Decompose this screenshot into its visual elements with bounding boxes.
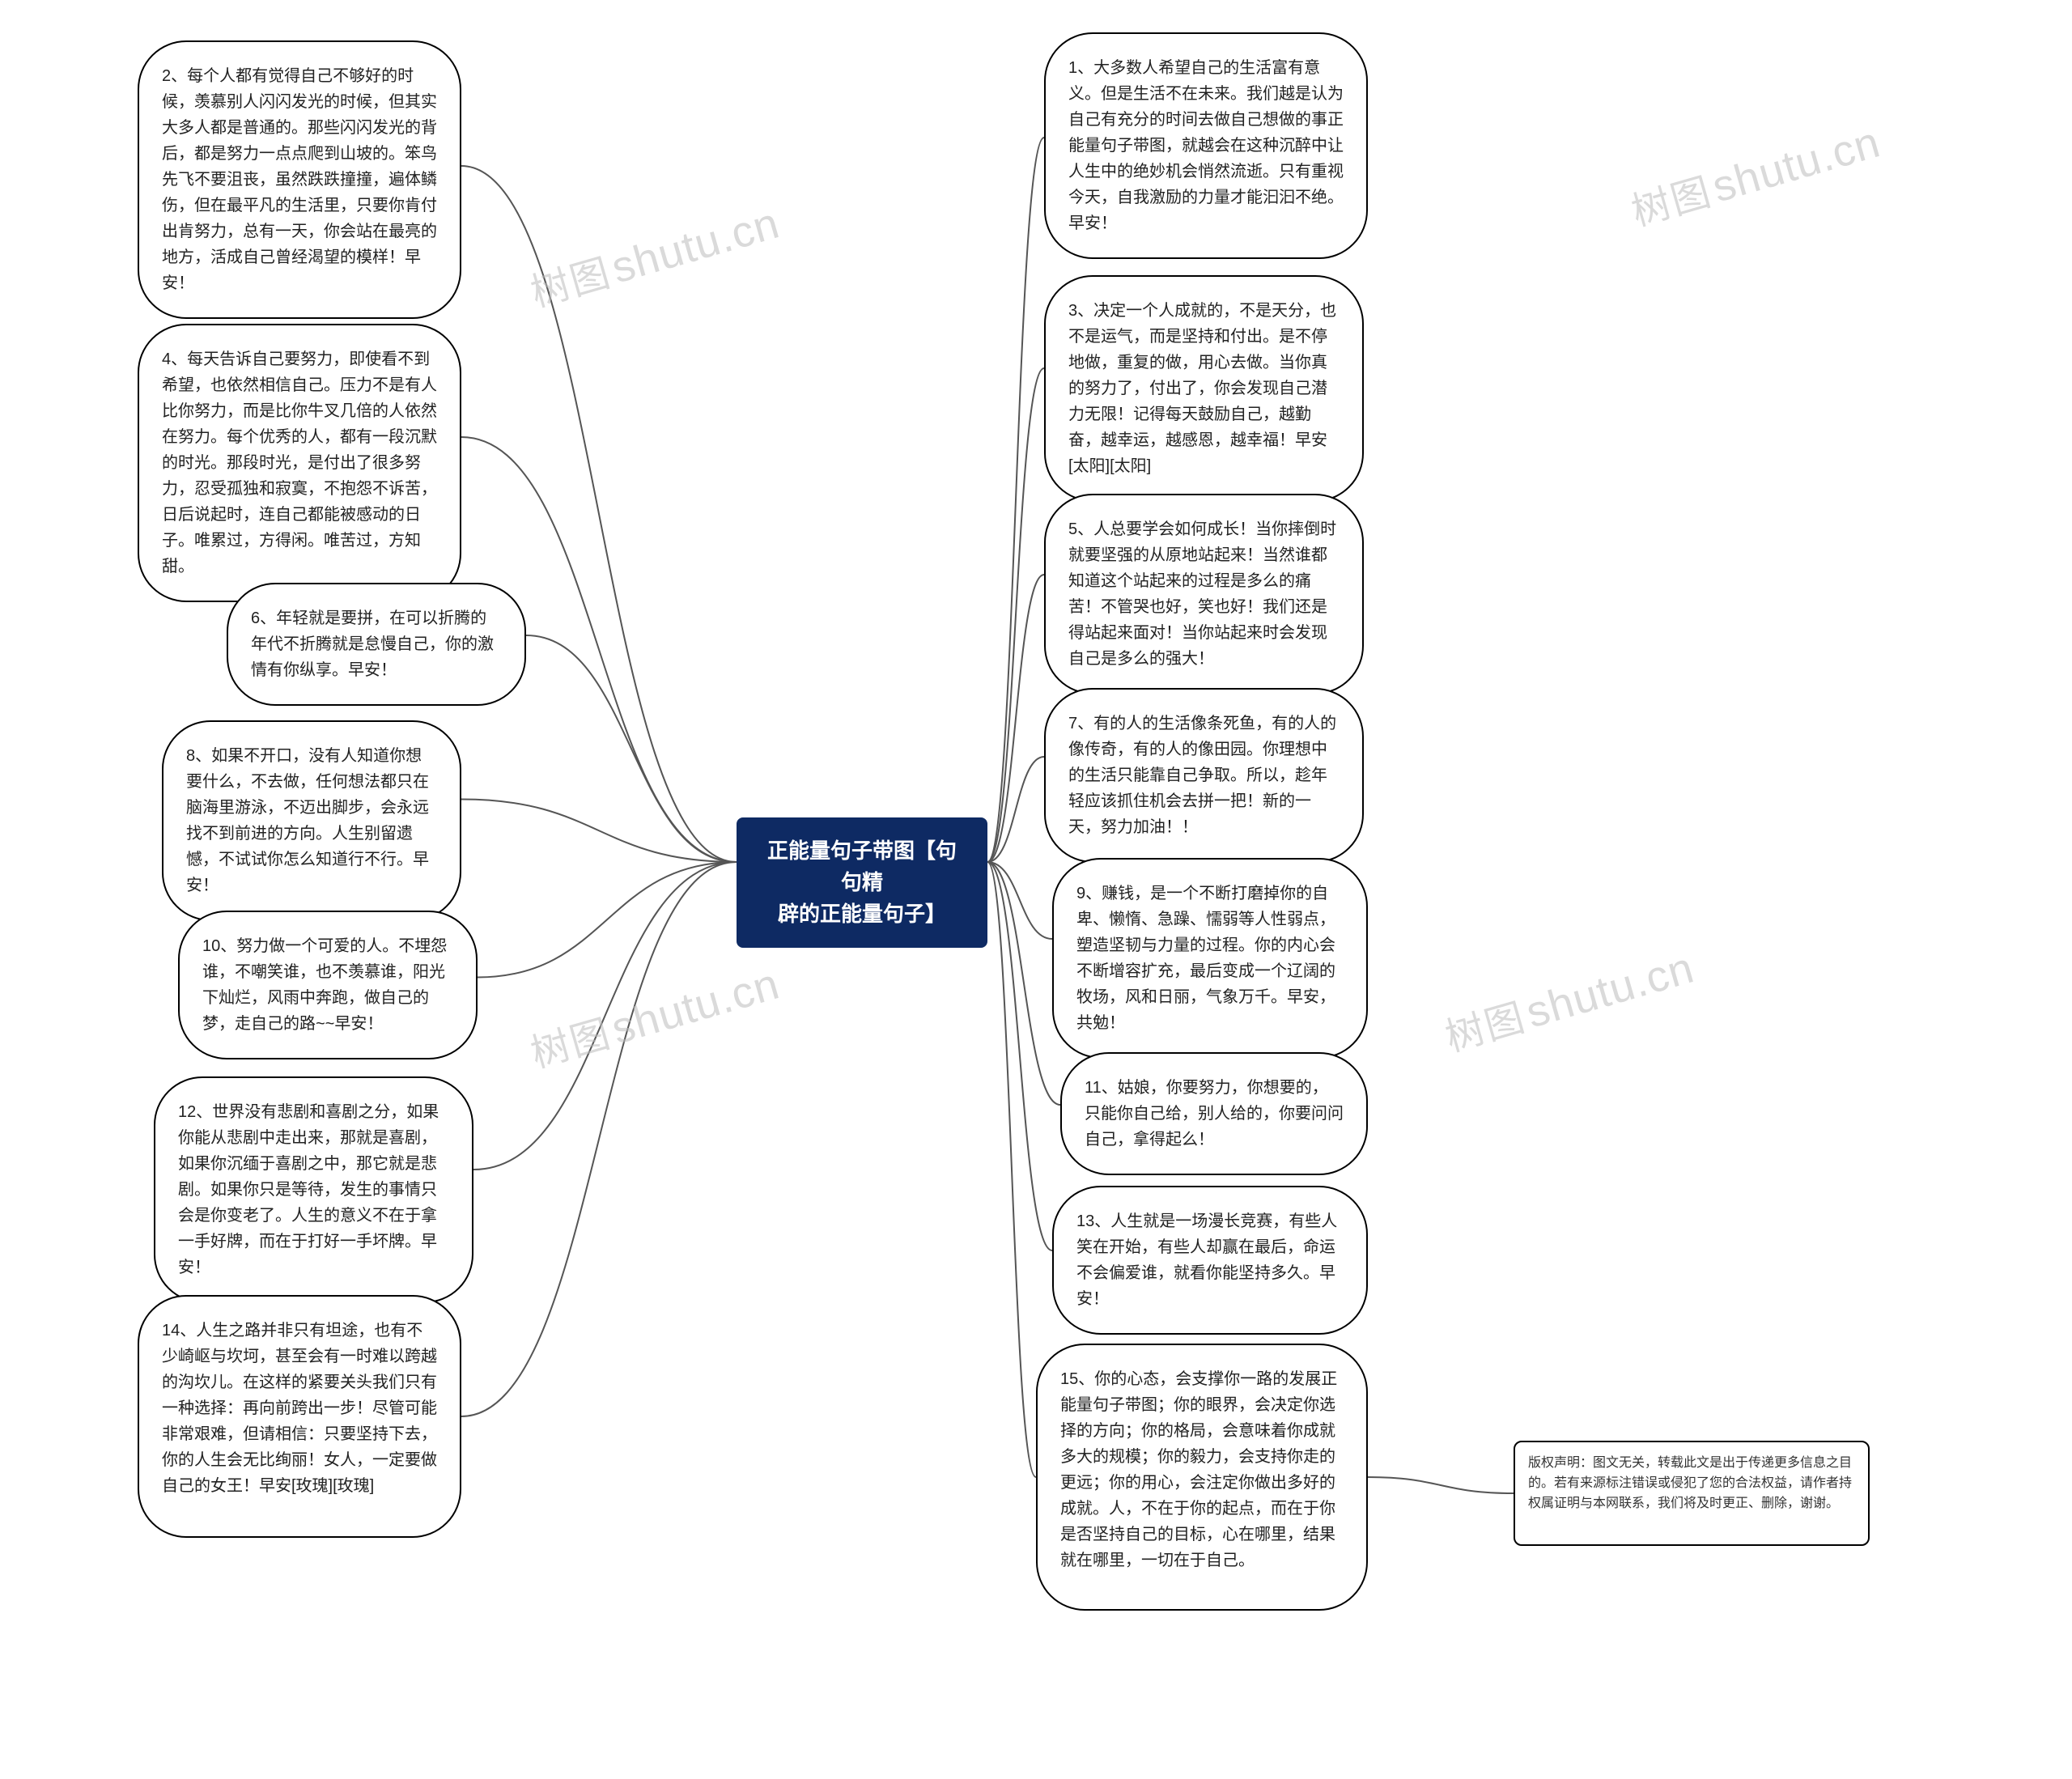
mindmap-node: 2、每个人都有觉得自己不够好的时候，羡慕别人闪闪发光的时候，但其实大多人都是普通… xyxy=(138,40,461,319)
mindmap-node: 14、人生之路并非只有坦途，也有不少崎岖与坎坷，甚至会有一时难以跨越的沟坎儿。在… xyxy=(138,1295,461,1538)
mindmap-node: 13、人生就是一场漫长竞赛，有些人笑在开始，有些人却赢在最后，命运不会偏爱谁，就… xyxy=(1052,1186,1368,1335)
watermark: 树图 shutu.cn xyxy=(523,953,785,1079)
mindmap-node: 5、人总要学会如何成长！当你摔倒时就要坚强的从原地站起来！当然谁都知道这个站起来… xyxy=(1044,494,1364,694)
mindmap-node: 1、大多数人希望自己的生活富有意义。但是生活不在未来。我们越是认为自己有充分的时… xyxy=(1044,32,1368,259)
mindmap-node: 15、你的心态，会支撑你一路的发展正能量句子带图；你的眼界，会决定你选择的方向；… xyxy=(1036,1344,1368,1611)
mindmap-node: 12、世界没有悲剧和喜剧之分，如果你能从悲剧中走出来，那就是喜剧，如果你沉缅于喜… xyxy=(154,1076,473,1303)
watermark: 树图 shutu.cn xyxy=(1624,112,1886,237)
mindmap-node: 10、努力做一个可爱的人。不埋怨谁，不嘲笑谁，也不羡慕谁，阳光下灿烂，风雨中奔跑… xyxy=(178,911,478,1059)
copyright-notice: 版权声明：图文无关，转载此文是出于传递更多信息之目的。若有来源标注错误或侵犯了您… xyxy=(1514,1441,1870,1546)
watermark: 树图 shutu.cn xyxy=(1437,937,1700,1063)
mindmap-node: 6、年轻就是要拼，在可以折腾的年代不折腾就是怠慢自己，你的激情有你纵享。早安！ xyxy=(227,583,526,706)
mindmap-node: 8、如果不开口，没有人知道你想要什么，不去做，任何想法都只在脑海里游泳，不迈出脚… xyxy=(162,720,461,921)
watermark: 树图 shutu.cn xyxy=(523,193,785,318)
mindmap-canvas: 正能量句子带图【句句精辟的正能量句子】 2、每个人都有觉得自己不够好的时候，羡慕别… xyxy=(0,0,2072,1779)
mindmap-node: 9、赚钱，是一个不断打磨掉你的自卑、懒惰、急躁、懦弱等人性弱点，塑造坚韧与力量的… xyxy=(1052,858,1368,1059)
mindmap-node: 4、每天告诉自己要努力，即使看不到希望，也依然相信自己。压力不是有人比你努力，而… xyxy=(138,324,461,602)
mindmap-node: 11、姑娘，你要努力，你想要的，只能你自己给，别人给的，你要问问自己，拿得起么！ xyxy=(1060,1052,1368,1175)
mindmap-node: 3、决定一个人成就的，不是天分，也不是运气，而是坚持和付出。是不停地做，重复的做… xyxy=(1044,275,1364,502)
center-node: 正能量句子带图【句句精辟的正能量句子】 xyxy=(737,817,987,948)
mindmap-node: 7、有的人的生活像条死鱼，有的人的像传奇，有的人的像田园。你理想中的生活只能靠自… xyxy=(1044,688,1364,863)
